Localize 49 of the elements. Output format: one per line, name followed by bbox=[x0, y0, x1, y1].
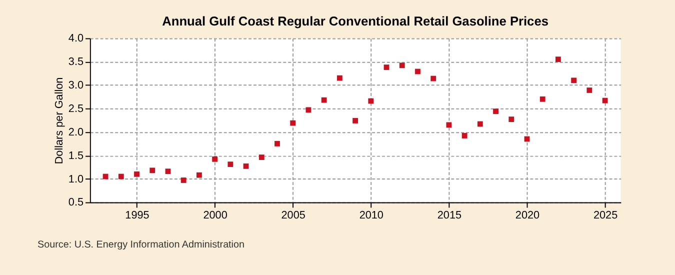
point bbox=[556, 56, 561, 62]
x-tick-label: 2005 bbox=[281, 210, 306, 222]
point bbox=[336, 75, 342, 81]
point bbox=[493, 108, 498, 114]
point bbox=[508, 116, 514, 122]
y-tick-label: 2.5 bbox=[68, 102, 84, 115]
point bbox=[180, 178, 186, 183]
point bbox=[258, 154, 264, 160]
y-tick-label: 2.0 bbox=[68, 126, 84, 138]
y-tick-label: 1.0 bbox=[68, 173, 84, 186]
point bbox=[462, 133, 468, 138]
y-tick-label: 3.0 bbox=[68, 80, 84, 92]
point bbox=[602, 98, 608, 104]
point bbox=[352, 118, 358, 124]
point bbox=[477, 121, 483, 127]
point bbox=[571, 78, 577, 84]
x-tick-label: 2015 bbox=[437, 210, 462, 222]
point bbox=[540, 96, 546, 102]
y-tick-label: 3.5 bbox=[68, 56, 84, 68]
point bbox=[228, 162, 234, 168]
point bbox=[415, 68, 420, 74]
y-tick-label: 4.0 bbox=[68, 32, 84, 45]
point bbox=[212, 156, 218, 162]
chart-title: Annual Gulf Coast Regular Conventional Retail Gasoline Prices bbox=[162, 13, 548, 28]
point bbox=[368, 98, 374, 104]
x-tick-label: 2010 bbox=[359, 210, 384, 222]
point bbox=[196, 172, 202, 178]
point bbox=[118, 174, 124, 180]
source-note: Source: U.S. Energy Information Administration bbox=[38, 240, 244, 251]
point bbox=[430, 76, 436, 82]
point bbox=[165, 168, 171, 174]
point bbox=[306, 107, 312, 113]
y-tick-label: 0.5 bbox=[68, 196, 84, 209]
point bbox=[399, 62, 405, 68]
point bbox=[446, 122, 452, 128]
point bbox=[134, 171, 140, 177]
point bbox=[384, 64, 390, 70]
x-tick-label: 2000 bbox=[203, 210, 228, 222]
point bbox=[321, 97, 327, 103]
point bbox=[150, 168, 156, 174]
point bbox=[243, 163, 249, 169]
point bbox=[586, 88, 592, 93]
x-tick-label: 1995 bbox=[125, 210, 150, 222]
x-tick-label: 2025 bbox=[593, 210, 618, 222]
x-tick-label: 2020 bbox=[515, 210, 540, 222]
point bbox=[290, 120, 296, 126]
y-axis-title: Dollars per Gallon bbox=[53, 77, 66, 164]
point bbox=[274, 140, 280, 146]
y-tick-label: 1.5 bbox=[68, 150, 84, 162]
